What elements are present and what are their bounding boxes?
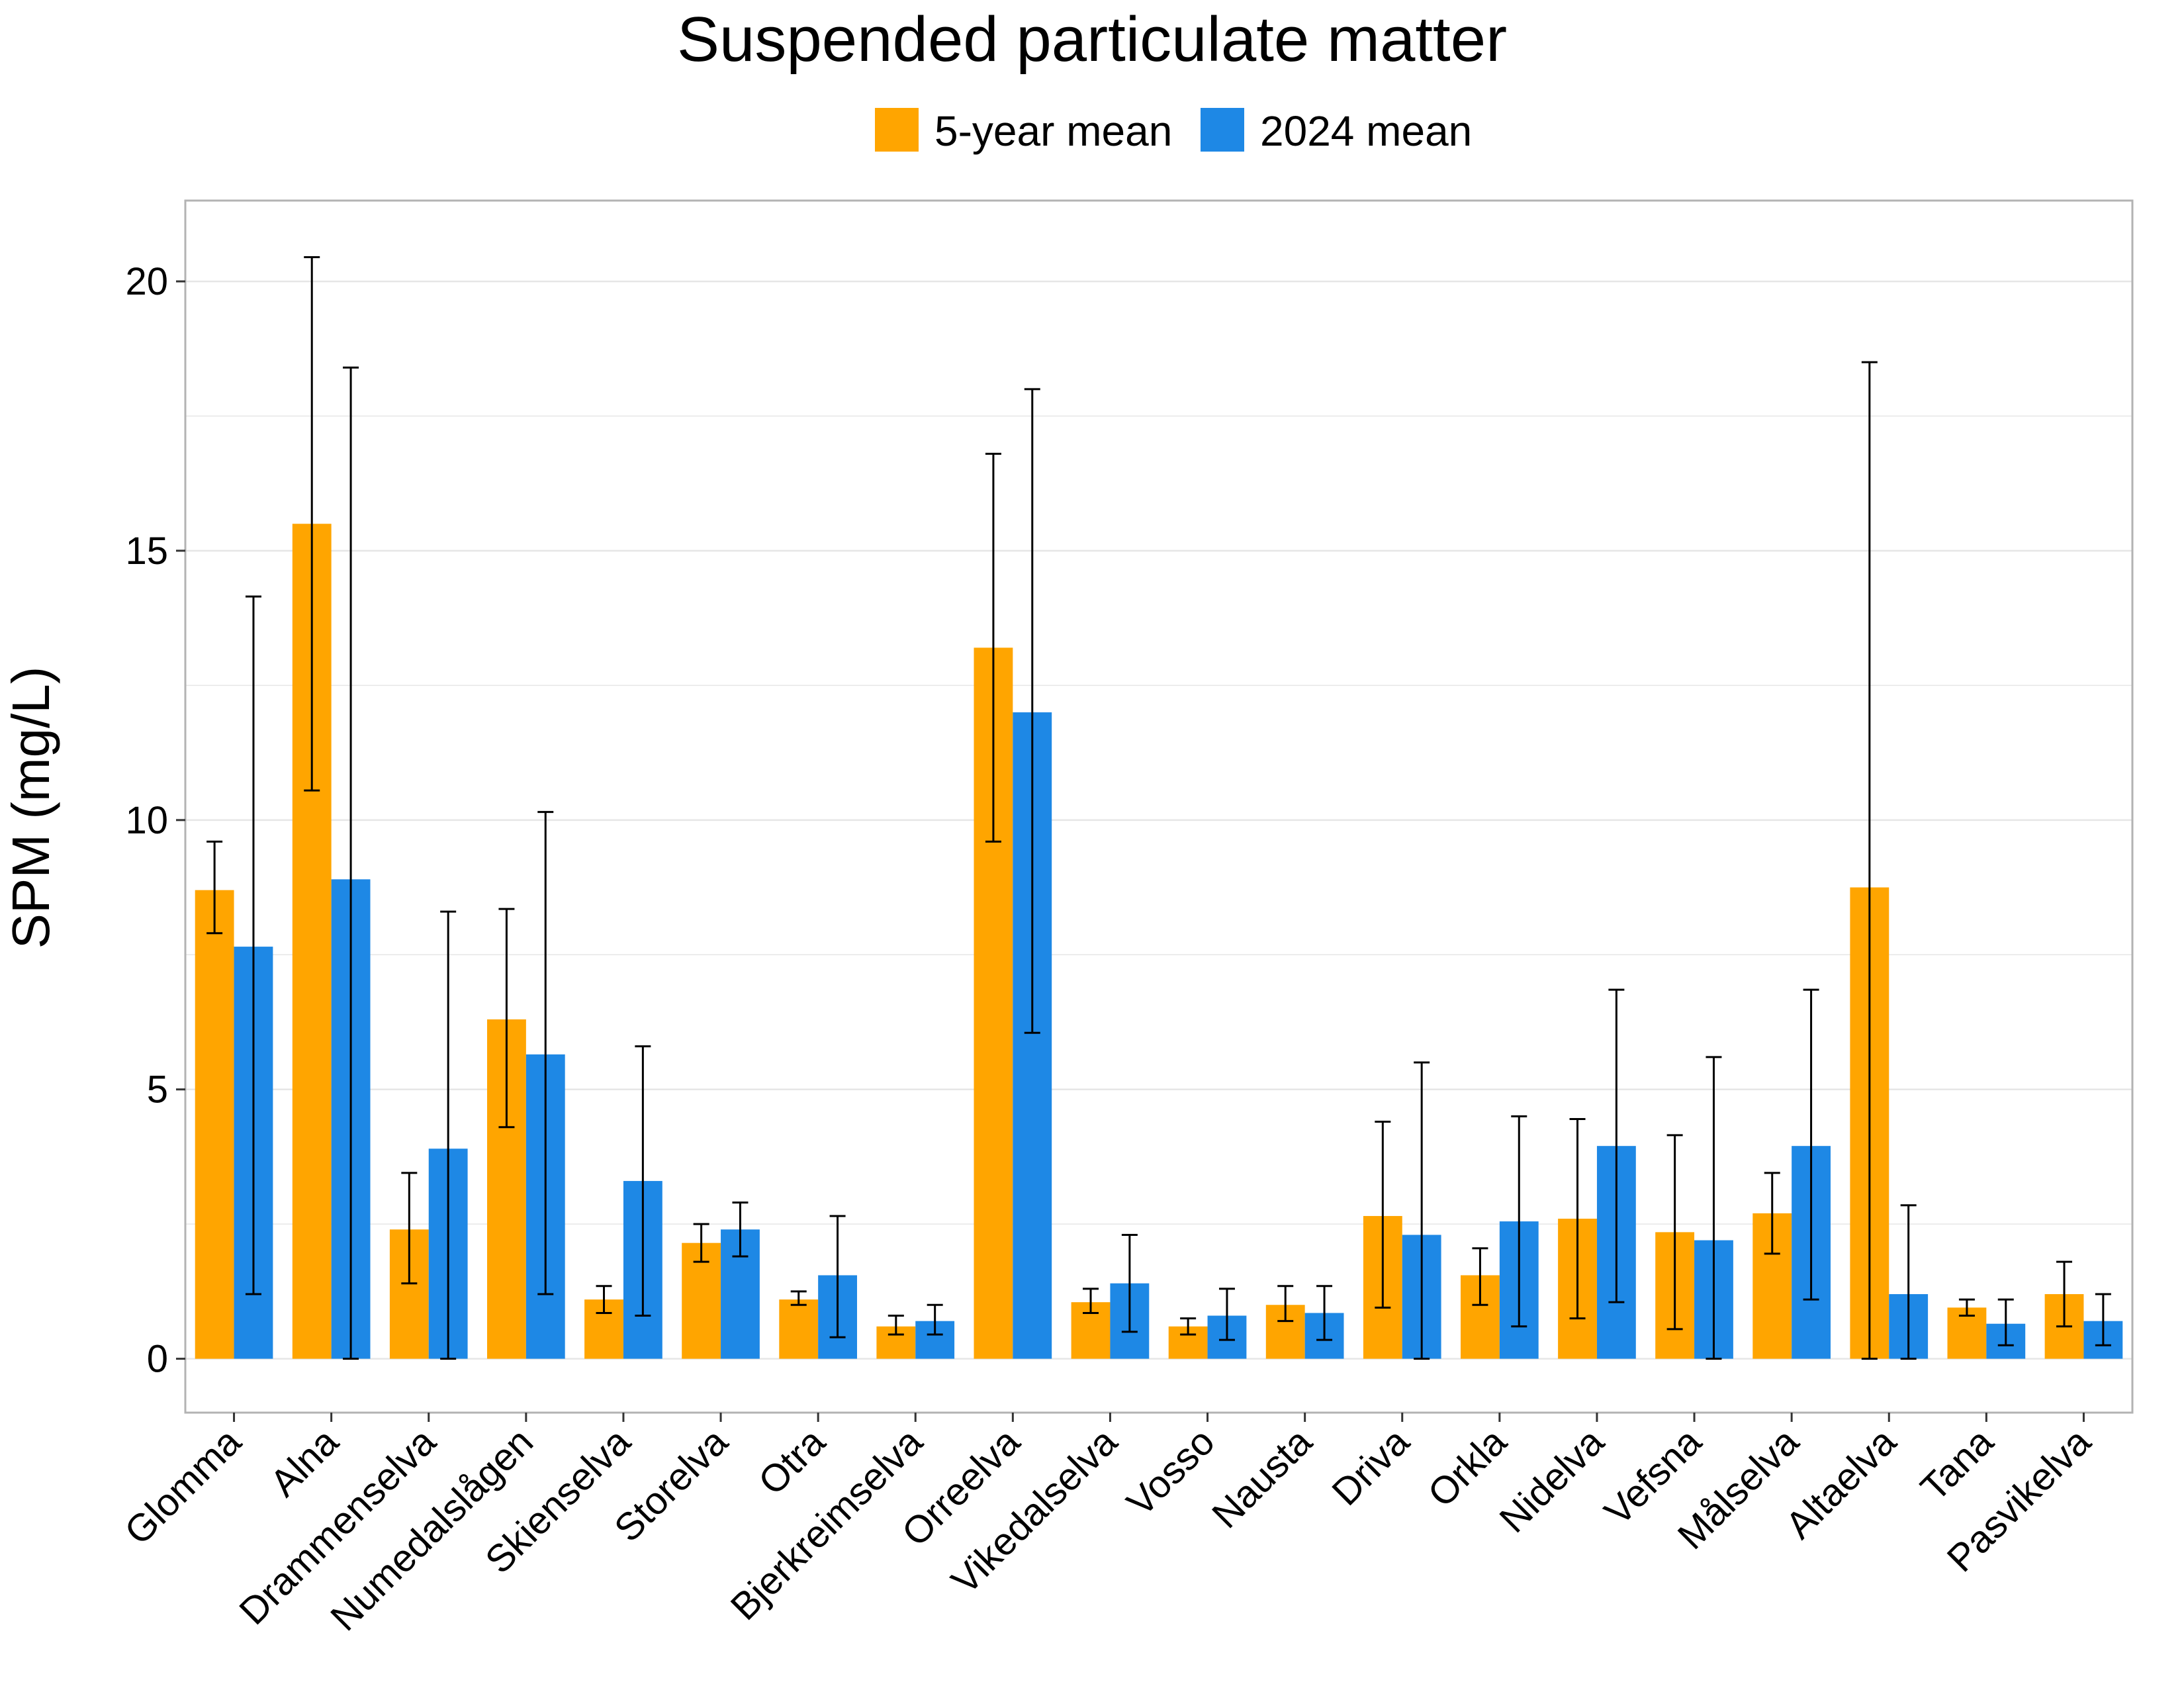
y-tick-label: 0: [147, 1338, 168, 1381]
x-tick-label-otra: Otra: [751, 1420, 834, 1503]
error-bar-2024-mean-glomma: [245, 595, 261, 1295]
bars: [195, 524, 2123, 1359]
bar-5-year-mean-glomma: [195, 890, 234, 1359]
error-bar-5-year-mean-storelva: [693, 1223, 709, 1263]
error-bar-2024-mean-altaelva: [1900, 1204, 1917, 1360]
error-bar-5-year-mean-drammenselva: [401, 1172, 418, 1285]
error-bar-2024-mean-vefsna: [1706, 1056, 1722, 1360]
y-tick-label: 15: [125, 530, 168, 573]
legend: 5-year mean 2024 mean: [875, 107, 1472, 155]
x-tick-label-nidelva: Nidelva: [1491, 1420, 1612, 1541]
bar-5-year-mean-otra: [779, 1299, 819, 1359]
legend-swatch-2024-mean: [1201, 108, 1244, 152]
error-bar-2024-mean-nausta: [1316, 1285, 1333, 1341]
error-bar-2024-mean-vosso: [1218, 1288, 1235, 1341]
y-tick-label: 10: [125, 799, 168, 842]
error-bar-5-year-mean-vefsna: [1666, 1134, 1683, 1331]
error-bar-5-year-mean-nausta: [1277, 1285, 1294, 1323]
error-bar-5-year-mean-alna: [304, 256, 320, 792]
error-bar-2024-mean-vikedalselva: [1121, 1233, 1138, 1333]
error-bar-5-year-mean-orreelva: [985, 452, 1001, 843]
x-tick-label-nausta: Nausta: [1204, 1420, 1320, 1536]
error-bars: [206, 256, 2111, 1360]
error-bar-5-year-mean-otra: [790, 1290, 807, 1306]
chart-title: Suspended particulate matter: [677, 4, 1507, 75]
legend-label-5-year-mean: 5-year mean: [934, 107, 1172, 155]
y-tick-label: 20: [125, 260, 168, 303]
error-bar-5-year-mean-vikedalselva: [1083, 1288, 1099, 1314]
grid: [185, 280, 2132, 1360]
error-bar-2024-mean-m-lselva: [1803, 988, 1819, 1301]
y-tick-label: 5: [147, 1068, 168, 1111]
error-bar-2024-mean-storelva: [732, 1201, 749, 1258]
error-bar-2024-mean-otra: [829, 1215, 846, 1338]
error-bar-2024-mean-alna: [343, 366, 359, 1360]
legend-label-2024-mean: 2024 mean: [1260, 107, 1472, 155]
error-bar-2024-mean-tana: [1997, 1298, 2014, 1346]
error-bar-5-year-mean-glomma: [206, 840, 223, 935]
error-bar-5-year-mean-numedalsl-gen: [498, 908, 515, 1129]
error-bar-5-year-mean-skienselva: [596, 1285, 612, 1314]
error-bar-5-year-mean-bjerkreimselva: [887, 1315, 904, 1336]
error-bar-5-year-mean-pasvikelva: [2056, 1260, 2073, 1328]
error-bar-2024-mean-driva: [1414, 1061, 1430, 1360]
error-bar-2024-mean-orreelva: [1024, 388, 1040, 1034]
error-bar-5-year-mean-driva: [1375, 1121, 1391, 1309]
error-bar-2024-mean-nidelva: [1608, 988, 1625, 1303]
error-bar-2024-mean-skienselva: [635, 1045, 651, 1317]
error-bar-5-year-mean-tana: [1958, 1298, 1975, 1317]
error-bar-2024-mean-orkla: [1511, 1115, 1527, 1328]
error-bar-5-year-mean-altaelva: [1861, 361, 1878, 1360]
error-bar-5-year-mean-vosso: [1180, 1317, 1197, 1336]
x-tick-label-alna: Alna: [262, 1420, 347, 1505]
plot-border: [184, 199, 2134, 1414]
error-bar-2024-mean-numedalsl-gen: [537, 811, 554, 1295]
x-axis: Glomma AlnaDrammenselvaNumedalslågenSkien…: [116, 1413, 2099, 1639]
x-tick-label-driva: Driva: [1324, 1420, 1418, 1514]
y-axis-title: SPM (mg/L): [1, 667, 60, 949]
error-bar-5-year-mean-orkla: [1472, 1247, 1488, 1306]
x-tick-label-altaelva: Altaelva: [1778, 1420, 1905, 1547]
error-bar-2024-mean-bjerkreimselva: [927, 1303, 943, 1336]
x-tick-label-glomma: Glomma: [116, 1420, 250, 1553]
error-bar-2024-mean-drammenselva: [440, 910, 457, 1360]
legend-swatch-5-year-mean: [875, 108, 919, 152]
y-axis: 0 5 10 15 20: [125, 260, 185, 1381]
error-bar-5-year-mean-m-lselva: [1764, 1172, 1780, 1255]
error-bar-5-year-mean-nidelva: [1569, 1117, 1586, 1320]
x-tick-label-tana: Tana: [1913, 1420, 2002, 1509]
error-bar-2024-mean-pasvikelva: [2095, 1293, 2111, 1346]
